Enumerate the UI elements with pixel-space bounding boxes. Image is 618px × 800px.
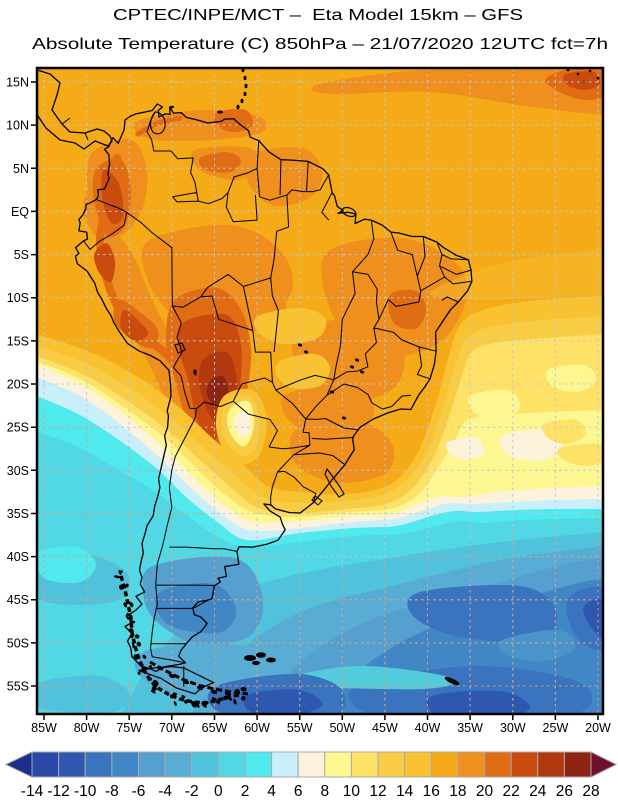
svg-text:5N: 5N bbox=[13, 162, 29, 176]
svg-text:30S: 30S bbox=[7, 464, 29, 478]
svg-text:-10: -10 bbox=[74, 783, 97, 800]
svg-text:-4: -4 bbox=[158, 783, 172, 800]
svg-text:50S: 50S bbox=[7, 636, 29, 650]
svg-text:80W: 80W bbox=[74, 721, 100, 735]
svg-text:-8: -8 bbox=[105, 783, 119, 800]
svg-text:28: 28 bbox=[582, 783, 599, 800]
svg-text:4: 4 bbox=[267, 783, 276, 800]
svg-text:14: 14 bbox=[396, 783, 414, 800]
svg-text:20W: 20W bbox=[585, 721, 611, 735]
svg-text:-14: -14 bbox=[21, 783, 44, 800]
svg-text:26: 26 bbox=[556, 783, 573, 800]
svg-text:24: 24 bbox=[529, 783, 547, 800]
svg-text:15S: 15S bbox=[7, 334, 29, 348]
svg-text:60W: 60W bbox=[244, 721, 270, 735]
svg-text:70W: 70W bbox=[159, 721, 185, 735]
svg-text:EQ: EQ bbox=[11, 205, 29, 219]
svg-text:22: 22 bbox=[502, 783, 519, 800]
svg-text:55W: 55W bbox=[287, 721, 313, 735]
svg-text:2: 2 bbox=[241, 783, 250, 800]
svg-text:16: 16 bbox=[423, 783, 440, 800]
svg-text:20: 20 bbox=[476, 783, 494, 800]
svg-text:-2: -2 bbox=[185, 783, 199, 800]
svg-text:6: 6 bbox=[294, 783, 303, 800]
svg-text:18: 18 bbox=[449, 783, 466, 800]
svg-text:10S: 10S bbox=[7, 291, 29, 305]
svg-text:65W: 65W bbox=[202, 721, 228, 735]
svg-text:Absolute Temperature (C) 850hP: Absolute Temperature (C) 850hPa – 21/07/… bbox=[32, 36, 608, 53]
svg-text:-12: -12 bbox=[47, 783, 69, 800]
svg-text:55S: 55S bbox=[7, 680, 29, 694]
svg-text:5S: 5S bbox=[14, 248, 29, 262]
svg-text:8: 8 bbox=[320, 783, 329, 800]
svg-text:12: 12 bbox=[369, 783, 386, 800]
svg-text:10N: 10N bbox=[6, 119, 29, 133]
svg-text:-6: -6 bbox=[132, 783, 146, 800]
svg-text:0: 0 bbox=[214, 783, 223, 800]
svg-text:20S: 20S bbox=[7, 378, 29, 392]
svg-text:45W: 45W bbox=[372, 721, 398, 735]
svg-text:25S: 25S bbox=[7, 421, 29, 435]
svg-text:75W: 75W bbox=[116, 721, 142, 735]
svg-text:15N: 15N bbox=[6, 76, 29, 90]
svg-text:10: 10 bbox=[343, 783, 361, 800]
svg-text:40S: 40S bbox=[7, 550, 29, 564]
svg-text:35S: 35S bbox=[7, 507, 29, 521]
svg-text:30W: 30W bbox=[500, 721, 526, 735]
svg-text:85W: 85W bbox=[31, 721, 57, 735]
svg-text:35W: 35W bbox=[457, 721, 483, 735]
svg-text:CPTEC/INPE/MCT – Eta Model 15: CPTEC/INPE/MCT – Eta Model 15km – GFS bbox=[113, 7, 523, 24]
svg-text:45S: 45S bbox=[7, 593, 29, 607]
svg-text:40W: 40W bbox=[415, 721, 441, 735]
svg-text:50W: 50W bbox=[329, 721, 355, 735]
svg-text:25W: 25W bbox=[543, 721, 569, 735]
